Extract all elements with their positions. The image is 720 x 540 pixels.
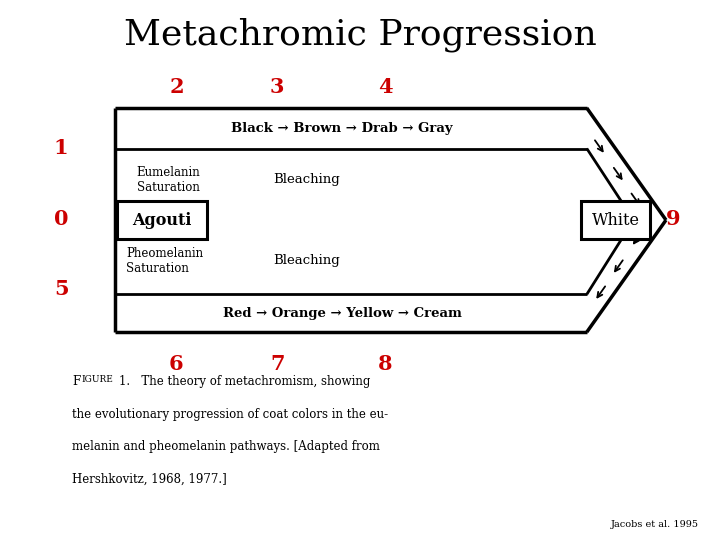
Text: Black → Brown → Drab → Gray: Black → Brown → Drab → Gray (231, 122, 453, 135)
FancyBboxPatch shape (117, 201, 207, 240)
Text: IGURE: IGURE (81, 375, 113, 384)
Text: 8: 8 (378, 354, 392, 375)
Text: melanin and pheomelanin pathways. [Adapted from: melanin and pheomelanin pathways. [Adapt… (72, 440, 380, 453)
Text: 2: 2 (169, 77, 184, 98)
Text: Red → Orange → Yellow → Cream: Red → Orange → Yellow → Cream (222, 307, 462, 320)
Text: Bleaching: Bleaching (274, 254, 341, 267)
Text: 4: 4 (378, 77, 392, 98)
Text: White: White (592, 212, 639, 228)
Text: Pheomelanin
Saturation: Pheomelanin Saturation (126, 247, 203, 274)
Text: Bleaching: Bleaching (274, 173, 341, 186)
FancyBboxPatch shape (582, 201, 649, 239)
Text: 1: 1 (54, 138, 68, 159)
Text: Agouti: Agouti (132, 212, 192, 228)
Text: 6: 6 (169, 354, 184, 375)
Text: 5: 5 (54, 279, 68, 299)
Text: 3: 3 (270, 77, 284, 98)
Text: 7: 7 (270, 354, 284, 375)
Text: Hershkovitz, 1968, 1977.]: Hershkovitz, 1968, 1977.] (72, 472, 227, 485)
Text: Eumelanin
Saturation: Eumelanin Saturation (137, 166, 201, 193)
Text: Metachromic Progression: Metachromic Progression (124, 18, 596, 52)
Text: 9: 9 (666, 208, 680, 229)
Text: the evolutionary progression of coat colors in the eu-: the evolutionary progression of coat col… (72, 408, 388, 421)
Text: F: F (72, 375, 80, 388)
Text: 1.   The theory of metachromism, showing: 1. The theory of metachromism, showing (119, 375, 370, 388)
Text: 0: 0 (54, 208, 68, 229)
Text: Jacobs et al. 1995: Jacobs et al. 1995 (611, 520, 698, 529)
